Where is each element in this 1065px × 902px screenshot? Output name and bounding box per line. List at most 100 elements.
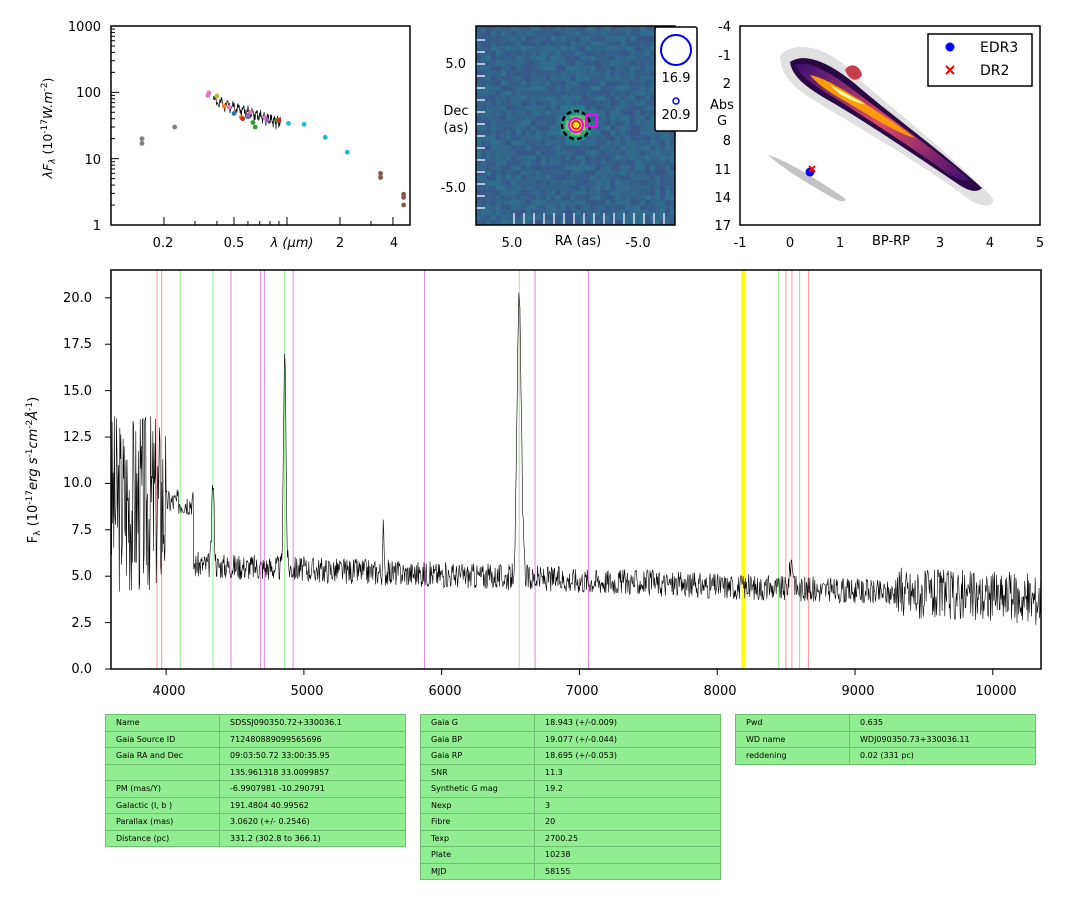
sed-ytick-labels: 1 10 100 1000 <box>68 20 101 234</box>
table-value: 19.2 <box>534 780 721 798</box>
table-value: 712480889099565696 <box>219 730 406 748</box>
spectrum-ticks <box>105 297 994 675</box>
spectrum-line <box>111 292 1041 625</box>
hr-xtick-label: 4 <box>986 236 994 251</box>
table-value: 11.3 <box>534 763 721 781</box>
spectrum-ytick-label: 2.5 <box>71 616 92 631</box>
sed-ytick-label: 100 <box>76 86 101 101</box>
hr-xtick-label: 1 <box>836 236 844 251</box>
image-xtick-labels: 5.0 -5.0 <box>502 236 651 251</box>
hr-legend-box <box>927 33 1033 87</box>
image-ylabel: Dec <box>443 104 468 119</box>
legend-dr2-marker <box>945 65 955 75</box>
source-square-magenta <box>585 114 598 127</box>
table-value: 09:03:50.72 33:00:35.95 <box>219 747 406 765</box>
info-table-3: Pwd 0.635 WD name WDJ090350.73+330036.11 red… <box>735 714 1036 765</box>
spectrum-ytick-labels: 0.0 2.5 5.0 7.5 10.0 12.5 15.0 17.5 20.0 <box>63 291 92 677</box>
table-value: 10238 <box>534 846 721 864</box>
sed-spectrum-line <box>212 95 281 130</box>
legend-small-circle <box>672 97 680 105</box>
sed-point <box>214 93 220 99</box>
spectrum-xtick-label: 5000 <box>290 684 323 699</box>
table-key: WD name <box>735 730 850 748</box>
sed-ytick-label: 1000 <box>68 20 101 35</box>
hr-ylabel: G <box>717 114 727 129</box>
table-row: WD name WDJ090350.73+330036.11 <box>735 730 1036 748</box>
hr-xtick-label: 0 <box>786 236 794 251</box>
legend-mag-label: 20.9 <box>662 108 691 123</box>
table-key: Name <box>105 714 220 732</box>
table-key: PM (mas/Y) <box>105 780 220 798</box>
spectrum-ylabel: Fλ (10-17erg s-1cm-2Å-1) <box>25 397 43 544</box>
table-value: 20 <box>534 813 721 831</box>
table-row: Gaia G 18.943 (+/-0.009) <box>420 714 721 732</box>
sed-point <box>378 170 383 176</box>
table-key: Galactic (l, b ) <box>105 796 220 814</box>
spectrum-ytick-label: 12.5 <box>63 430 92 445</box>
hr-xlabel: BP-RP <box>872 234 910 249</box>
table-value: SDSSJ090350.72+330036.1 <box>219 714 406 732</box>
table-key <box>105 763 220 781</box>
source-circle-magenta <box>568 117 584 133</box>
table-value: 0.635 <box>849 714 1036 732</box>
hr-ytick-label: 2 <box>723 77 731 92</box>
table-key: reddening <box>735 747 850 765</box>
sed-panel: 1 10 100 1000 0.2 0.5 2 4 λ (μm) λFλ (10… <box>40 20 411 251</box>
table-key: Distance (pc) <box>105 829 220 847</box>
table-value: 2700.25 <box>534 829 721 847</box>
sed-point <box>276 117 282 123</box>
table-row: SNR 11.3 <box>420 763 721 781</box>
hr-points <box>805 165 816 177</box>
sed-point <box>245 112 251 118</box>
sed-point <box>301 121 307 127</box>
sed-point <box>221 103 227 109</box>
legend-mag-label: 16.9 <box>662 71 691 86</box>
spectrum-xtick-labels: 4000 5000 6000 7000 8000 9000 10000 <box>152 684 1016 699</box>
sed-plot-area <box>111 28 407 226</box>
table-value: 19.077 (+/-0.044) <box>534 730 721 748</box>
sed-point <box>378 175 383 180</box>
sed-point <box>286 121 291 126</box>
sed-xtick-label: 0.2 <box>153 236 174 251</box>
hr-ytick-label: 17 <box>714 219 731 234</box>
table-value: -6.9907981 -10.290791 <box>219 780 406 798</box>
table-row: Gaia RA and Dec 09:03:50.72 33:00:35.95 <box>105 747 406 765</box>
spectrum-ytick-label: 5.0 <box>71 569 92 584</box>
sed-point <box>252 124 258 130</box>
table-key: Texp <box>420 829 535 847</box>
hr-ylabel: Abs <box>710 98 734 113</box>
table-row: Texp 2700.25 <box>420 829 721 847</box>
table-key: MJD <box>420 862 535 880</box>
spectrum-xtick-label: 8000 <box>703 684 736 699</box>
table-key: Plate <box>420 846 535 864</box>
table-value: 18.943 (+/-0.009) <box>534 714 721 732</box>
table-row: Parallax (mas) 3.0620 (+/- 0.2546) <box>105 813 406 831</box>
hr-density <box>768 47 994 206</box>
hr-ytick-labels: -4 -1 2 8 11 14 17 <box>714 20 731 234</box>
legend-edr3-label: EDR3 <box>980 40 1018 56</box>
table-value: WDJ090350.73+330036.11 <box>849 730 1036 748</box>
sed-point <box>344 149 350 155</box>
table-value: 58155 <box>534 862 721 880</box>
sed-xtick-label: 2 <box>336 236 344 251</box>
image-panel: 16.9 20.9 5.0 -5.0 Dec (as) 5.0 -5.0 RA … <box>441 25 698 251</box>
sed-point <box>172 124 178 130</box>
image-markers <box>560 109 598 141</box>
image-ytick-label: -5.0 <box>441 181 466 196</box>
spectrum-xtick-label: 7000 <box>565 684 598 699</box>
spectrum-ytick-label: 20.0 <box>63 291 92 306</box>
table-key: Nexp <box>420 796 535 814</box>
image-ytick-labels: 5.0 -5.0 <box>441 57 466 196</box>
hr-xtick-label: 5 <box>1036 236 1044 251</box>
spectrum-ytick-label: 17.5 <box>63 337 92 352</box>
image-pixels <box>476 26 676 226</box>
hr-xtick-label: -1 <box>734 236 747 251</box>
hr-ytick-label: -1 <box>718 49 731 64</box>
table-row: Synthetic G mag 19.2 <box>420 780 721 798</box>
spectrum-ytick-label: 7.5 <box>71 523 92 538</box>
table-row: Pwd 0.635 <box>735 714 1036 732</box>
image-legend: 16.9 20.9 <box>654 26 698 132</box>
table-key: Gaia RA and Dec <box>105 747 220 765</box>
table-row: Gaia RP 18.695 (+/-0.053) <box>420 747 721 765</box>
spectrum-frame <box>110 269 1042 670</box>
